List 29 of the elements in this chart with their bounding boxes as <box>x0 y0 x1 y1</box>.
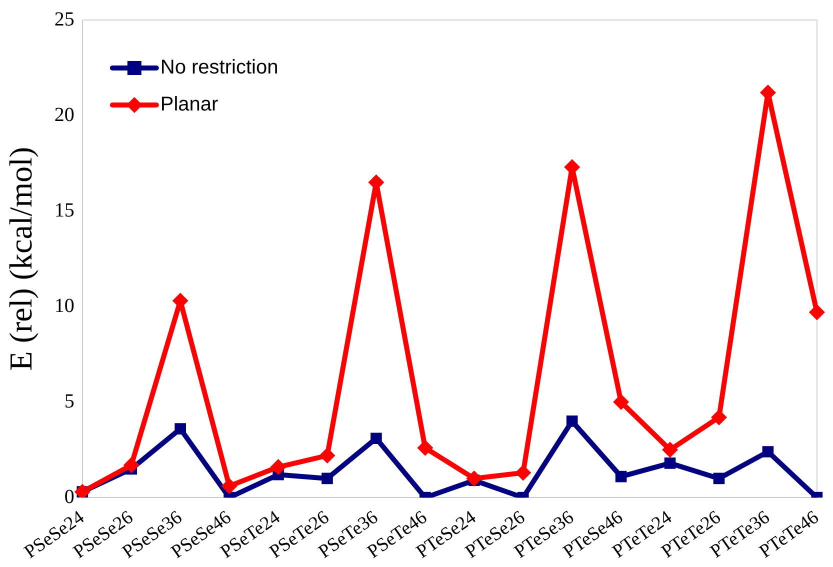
point <box>370 432 382 444</box>
point <box>713 472 725 484</box>
y-tick-label: 25 <box>54 8 74 30</box>
y-tick-label: 0 <box>64 486 74 508</box>
point <box>762 446 774 458</box>
legend-label: No restriction <box>160 56 278 79</box>
point <box>515 464 532 481</box>
point <box>808 304 825 320</box>
point <box>174 423 186 434</box>
point <box>613 394 630 410</box>
point <box>664 458 676 469</box>
y-axis-title: E (rel) (kcal/mol) <box>2 146 39 371</box>
y-tick-label: 20 <box>54 104 74 126</box>
point <box>322 472 333 484</box>
point <box>710 409 727 426</box>
point <box>566 416 578 427</box>
point <box>417 440 434 456</box>
point <box>270 459 286 476</box>
y-tick-label: 10 <box>54 294 74 317</box>
legend-label: Planar <box>160 94 219 116</box>
point <box>615 470 627 482</box>
point <box>662 442 678 458</box>
point <box>466 470 482 486</box>
point <box>74 484 90 498</box>
point <box>123 457 140 474</box>
y-tick-label: 15 <box>54 199 74 222</box>
point <box>319 448 336 464</box>
point <box>221 478 238 494</box>
y-tick-label: 5 <box>64 390 74 412</box>
